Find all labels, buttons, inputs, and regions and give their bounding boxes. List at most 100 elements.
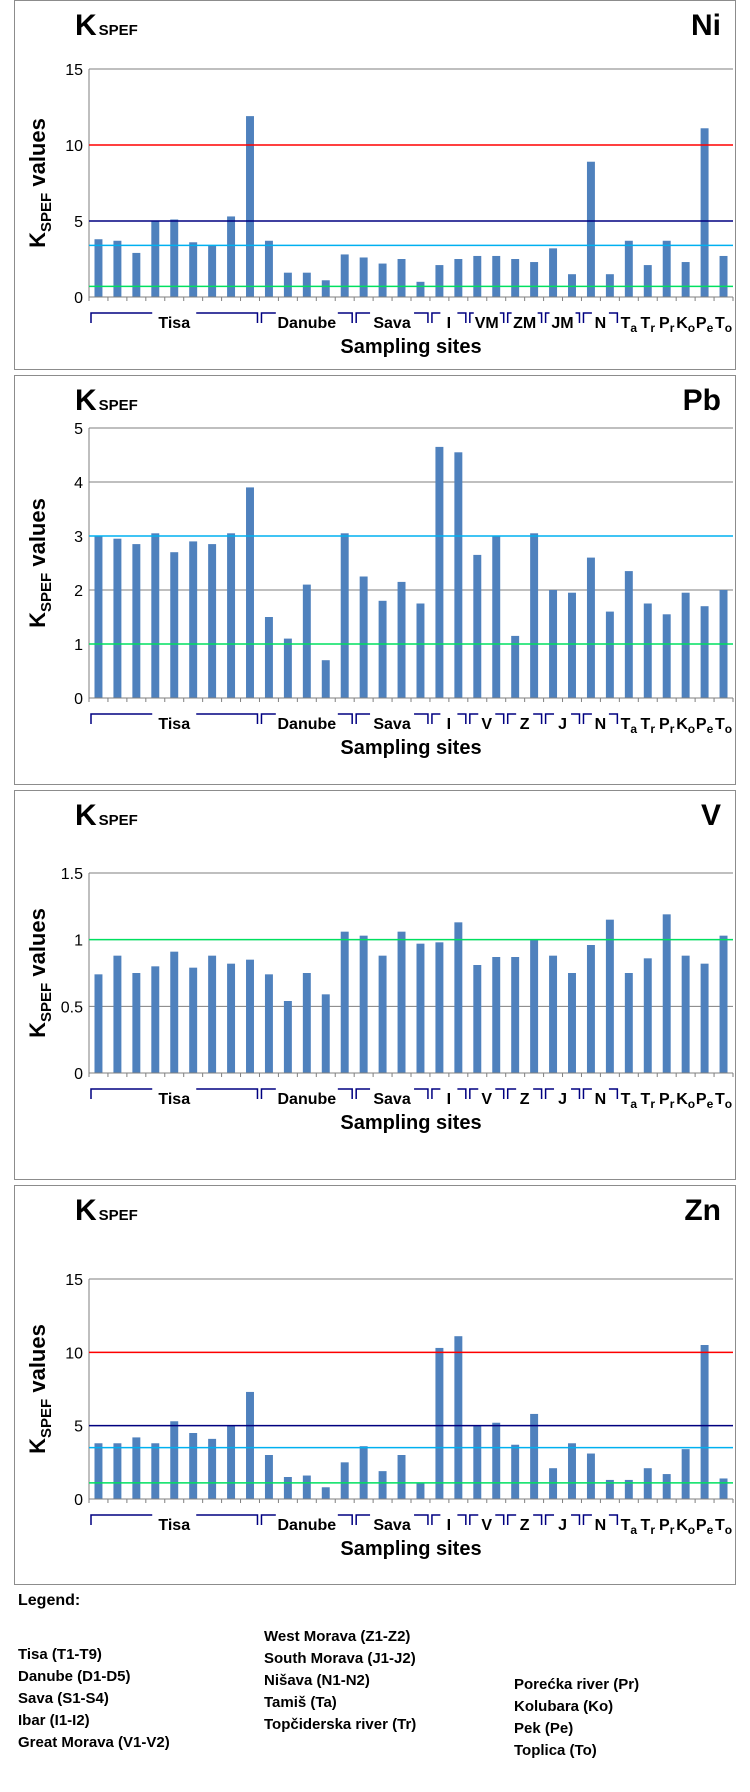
- bar-V2: [492, 536, 501, 698]
- bar-S1: [359, 935, 368, 1073]
- bar-Tr: [643, 265, 652, 297]
- bar-Pe: [700, 963, 709, 1073]
- group-label-bg: [440, 311, 458, 317]
- group-label-bg: [516, 1087, 534, 1093]
- site-label: Ko: [676, 1091, 695, 1111]
- bar-Z1: [511, 1444, 520, 1499]
- panel-title: K SPEF: [75, 384, 138, 417]
- group-label: N: [595, 1091, 607, 1108]
- group-label-bg: [440, 1513, 458, 1519]
- site-label: Ta: [621, 315, 638, 335]
- bar-V2: [492, 1422, 501, 1499]
- site-label: Tr: [641, 1091, 656, 1111]
- group-label: Z: [520, 1091, 530, 1108]
- bar-To: [719, 255, 728, 297]
- y-tick-label: 5: [74, 1419, 83, 1436]
- bar-D5: [340, 931, 349, 1073]
- group-label: Z: [520, 1517, 530, 1534]
- group-label-bg: [275, 1513, 338, 1519]
- group-label-bg: [511, 311, 538, 317]
- bar-Ta: [624, 973, 633, 1073]
- panel-title: K SPEF: [75, 9, 138, 42]
- bar-D1: [264, 617, 273, 698]
- bar-Pr: [662, 1474, 671, 1499]
- group-label-bg: [554, 1513, 572, 1519]
- bar-Z2: [530, 533, 539, 698]
- legend-entry: Topčiderska river (Tr): [264, 1716, 417, 1733]
- y-tick-label: 4: [74, 475, 83, 492]
- chart-panel-ni: 0 5 10 15 Tisa Danube Sava I VM ZM JM N Ta Tr Pr Ko Pe To…: [14, 0, 736, 370]
- bar-T8: [227, 1425, 236, 1499]
- group-label-bg: [275, 712, 338, 718]
- group-label: I: [447, 716, 451, 733]
- y-tick-label: 0: [74, 290, 83, 307]
- group-label: N: [595, 315, 607, 332]
- bar-T9: [246, 487, 254, 698]
- group-label-bg: [152, 712, 197, 718]
- bar-J2: [568, 592, 576, 698]
- bar-S2: [378, 263, 387, 297]
- x-axis-label: Sampling sites: [340, 737, 481, 759]
- site-label: To: [715, 1517, 732, 1537]
- y-tick-label: 1.5: [61, 866, 83, 883]
- bar-S4: [416, 1482, 425, 1499]
- y-tick-label: 0: [74, 1492, 83, 1509]
- group-label: Z: [520, 716, 530, 733]
- bar-T3: [132, 973, 141, 1073]
- bar-T7: [208, 245, 217, 297]
- bar-T3: [132, 544, 141, 698]
- bar-D5: [340, 533, 349, 698]
- bar-T9: [246, 1391, 254, 1499]
- chart-panel-pb: 0 1 2 3 4 5 Tisa Danube Sava I V Z J N Ta Tr Pr Ko Pe To Sam…: [14, 375, 736, 785]
- bar-I1: [435, 942, 444, 1073]
- bar-T6: [189, 242, 198, 297]
- group-label-bg: [370, 1087, 415, 1093]
- bar-T6: [189, 1433, 198, 1499]
- bar-S3: [397, 259, 406, 297]
- chart-svg: 0 1 2 3 4 5 Tisa Danube Sava I V Z J N Ta Tr Pr Ko Pe To Sam…: [25, 421, 734, 759]
- group-label: Danube: [277, 716, 336, 733]
- bar-T4: [151, 533, 160, 698]
- site-label: Pr: [659, 1517, 675, 1537]
- legend-entry: Great Morava (V1-V2): [18, 1734, 170, 1751]
- group-label: V: [481, 1091, 492, 1108]
- bar-D4: [321, 280, 330, 297]
- bar-Ta: [624, 240, 633, 297]
- group-label: JM: [551, 315, 573, 332]
- bar-To: [719, 1478, 728, 1499]
- bar-I1: [435, 265, 444, 297]
- legend-entry: West Morava (Z1-Z2): [264, 1628, 411, 1645]
- panel-title: K SPEF: [75, 799, 138, 832]
- group-label-bg: [152, 1087, 197, 1093]
- bar-T8: [227, 533, 236, 698]
- group-label-bg: [275, 311, 338, 317]
- bar-T8: [227, 216, 236, 297]
- group-label-bg: [152, 1513, 197, 1519]
- group-label: Sava: [373, 1517, 410, 1534]
- bar-N1: [586, 1453, 595, 1499]
- bar-S3: [397, 1455, 406, 1499]
- bar-N1: [586, 945, 595, 1073]
- bar-N2: [605, 919, 614, 1073]
- bar-J2: [568, 1443, 576, 1499]
- bar-T2: [113, 240, 122, 297]
- bar-D2: [283, 1477, 292, 1499]
- bar-T8: [227, 963, 236, 1073]
- site-label: To: [715, 315, 732, 335]
- site-label: Pe: [696, 716, 714, 736]
- bar-S4: [416, 603, 425, 698]
- bar-I2: [454, 1336, 463, 1499]
- bar-T5: [170, 1421, 179, 1499]
- group-label-bg: [591, 311, 609, 317]
- group-label: I: [447, 1517, 451, 1534]
- group-label-bg: [478, 712, 496, 718]
- site-label: Ta: [621, 1517, 638, 1537]
- group-label-bg: [370, 1513, 415, 1519]
- bar-D3: [302, 973, 311, 1073]
- element-label: Pb: [682, 384, 721, 417]
- group-label-bg: [516, 1513, 534, 1519]
- bar-S1: [359, 257, 368, 297]
- legend-panel: Legend: Tisa (T1-T9) Danube (D1-D5) Sava (…: [14, 1590, 736, 1790]
- legend-entry: Tamiš (Ta): [264, 1694, 337, 1711]
- group-label-bg: [440, 712, 458, 718]
